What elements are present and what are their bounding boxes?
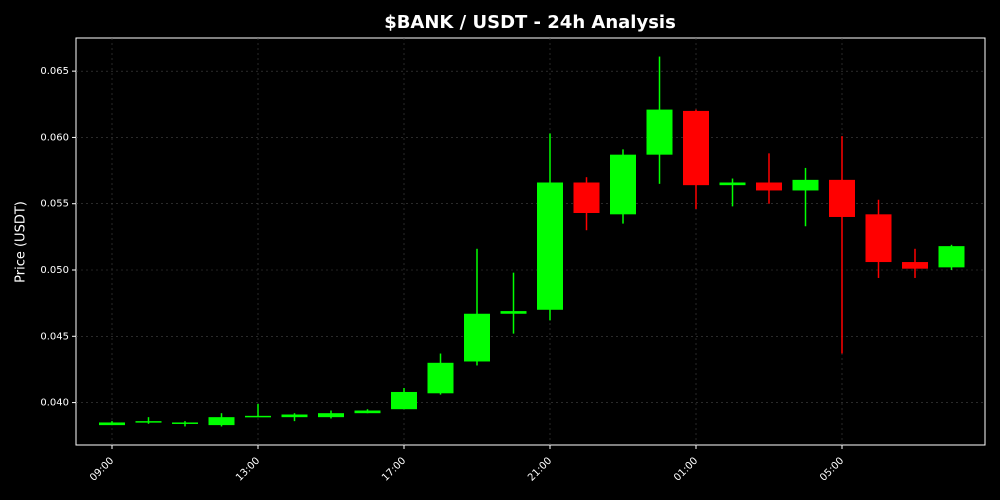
candle-body	[902, 262, 928, 269]
y-tick-label: 0.040	[40, 398, 69, 409]
chart-title: $BANK / USDT - 24h Analysis	[384, 12, 676, 33]
y-tick-label: 0.045	[40, 331, 69, 342]
y-tick-label: 0.055	[40, 199, 69, 210]
candle-body	[208, 417, 235, 426]
candle-body	[756, 182, 782, 191]
y-axis-label: Price (USDT)	[14, 201, 29, 283]
y-tick-label: 0.050	[40, 265, 69, 276]
candle-body	[610, 154, 636, 215]
candle-body	[318, 413, 344, 418]
candle-body	[391, 391, 417, 410]
candle-body	[245, 415, 271, 418]
y-tick-label: 0.060	[40, 132, 69, 143]
plot-frame	[75, 37, 986, 446]
candle-body	[99, 422, 125, 426]
x-tick-label: 09:00	[88, 455, 116, 483]
candle-body	[829, 179, 855, 217]
candle-body	[281, 414, 308, 418]
candle-body	[354, 410, 381, 414]
candle-body	[646, 109, 673, 155]
candle-body	[573, 182, 600, 213]
x-tick-label: 13:00	[234, 455, 262, 483]
candle-body	[464, 313, 490, 362]
x-tick-label: 17:00	[380, 455, 408, 483]
candle-body	[427, 362, 454, 394]
candle-body	[792, 179, 819, 191]
candle-body	[172, 422, 198, 424]
candle-body	[135, 421, 162, 423]
candle-body	[938, 246, 965, 268]
y-tick-label: 0.065	[40, 66, 69, 77]
x-tick-label: 21:00	[526, 455, 554, 483]
x-tick-label: 01:00	[672, 455, 700, 483]
candle-body	[537, 182, 563, 310]
candle-body	[683, 110, 709, 186]
x-tick-label: 05:00	[818, 455, 846, 483]
candle-body	[719, 182, 746, 186]
candle-body	[500, 311, 527, 314]
candle-body	[865, 214, 892, 263]
